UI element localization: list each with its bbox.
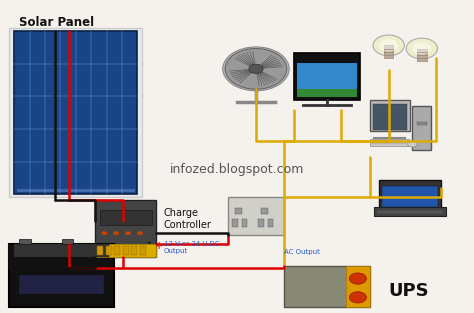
Bar — [9, 244, 114, 307]
Text: Charge
Controller: Charge Controller — [164, 208, 211, 230]
Circle shape — [349, 273, 366, 284]
Bar — [114, 246, 120, 255]
Bar — [297, 89, 357, 97]
Circle shape — [406, 38, 438, 59]
Bar — [372, 141, 406, 144]
Text: Battery: Battery — [38, 294, 76, 304]
Text: infozed.blogspot.com: infozed.blogspot.com — [170, 162, 304, 176]
Circle shape — [113, 231, 119, 235]
Text: -: - — [146, 238, 151, 248]
Bar — [382, 186, 438, 207]
Bar — [384, 45, 393, 58]
Circle shape — [223, 47, 289, 91]
Bar — [377, 210, 443, 214]
Circle shape — [225, 49, 287, 89]
Bar — [131, 246, 137, 255]
Bar — [14, 244, 109, 257]
Bar — [100, 210, 152, 225]
Bar — [297, 63, 357, 97]
Bar — [346, 266, 370, 307]
Text: 12 V or 24 V DC
Output: 12 V or 24 V DC Output — [164, 241, 219, 254]
Bar — [417, 49, 427, 61]
Bar — [379, 180, 441, 208]
Bar — [258, 219, 264, 227]
Text: Solar Panel: Solar Panel — [19, 16, 94, 29]
Bar — [374, 207, 446, 216]
Bar — [95, 244, 156, 257]
Bar — [232, 219, 238, 227]
Bar — [14, 31, 137, 194]
Bar — [62, 239, 73, 244]
Bar — [17, 189, 135, 192]
Bar — [284, 266, 370, 307]
Circle shape — [249, 64, 263, 74]
Bar — [294, 53, 360, 100]
Bar — [370, 100, 410, 131]
Circle shape — [125, 231, 131, 235]
Bar — [268, 219, 273, 227]
Text: +: + — [155, 241, 163, 251]
Bar — [370, 139, 409, 146]
Text: UPS: UPS — [389, 282, 429, 300]
Bar — [9, 28, 142, 197]
Bar — [97, 246, 103, 255]
Circle shape — [412, 42, 431, 55]
Bar — [106, 246, 112, 255]
Bar — [140, 246, 146, 255]
Circle shape — [137, 231, 143, 235]
Bar — [242, 219, 247, 227]
Circle shape — [373, 35, 404, 56]
Circle shape — [379, 39, 398, 52]
Bar — [373, 104, 407, 130]
Bar — [19, 239, 31, 244]
Bar — [297, 63, 357, 89]
Bar — [261, 208, 268, 214]
Bar — [95, 200, 156, 257]
Bar — [228, 197, 284, 235]
Circle shape — [408, 141, 417, 147]
Bar — [19, 275, 104, 294]
Circle shape — [101, 231, 107, 235]
Bar — [412, 106, 431, 150]
Bar — [123, 246, 129, 255]
Bar — [417, 122, 427, 125]
Circle shape — [349, 292, 366, 303]
Bar — [235, 208, 242, 214]
Text: AC Output: AC Output — [284, 249, 320, 255]
